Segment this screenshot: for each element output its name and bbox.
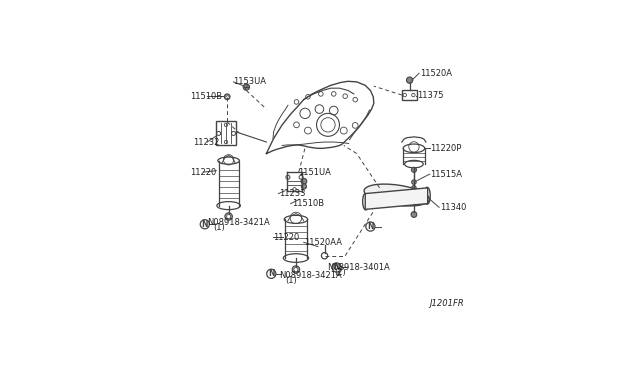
Text: N08918-3421A: N08918-3421A: [279, 271, 342, 280]
Text: (1): (1): [285, 276, 298, 285]
Text: 1153UA: 1153UA: [234, 77, 266, 86]
Circle shape: [227, 215, 230, 218]
Text: 11520A: 11520A: [420, 69, 452, 78]
Circle shape: [406, 77, 413, 83]
Text: 11510B: 11510B: [292, 199, 324, 208]
Bar: [402, 90, 417, 100]
Text: 11220: 11220: [273, 232, 300, 242]
Circle shape: [225, 213, 232, 220]
Text: 11220P: 11220P: [431, 144, 462, 153]
Text: 11515A: 11515A: [431, 170, 463, 179]
Text: J1201FR: J1201FR: [429, 298, 465, 308]
Text: N: N: [333, 263, 340, 272]
Text: 11340: 11340: [440, 203, 466, 212]
Text: N08918-3401A: N08918-3401A: [328, 263, 390, 272]
Text: 11220: 11220: [190, 168, 216, 177]
Circle shape: [224, 94, 230, 100]
Text: (2): (2): [334, 268, 346, 277]
Text: 1151UA: 1151UA: [298, 168, 331, 177]
Bar: [216, 121, 236, 145]
Text: (1): (1): [213, 223, 225, 232]
Text: N: N: [268, 269, 275, 278]
Text: 11232: 11232: [193, 138, 219, 147]
Circle shape: [412, 180, 416, 185]
Circle shape: [301, 179, 307, 184]
Circle shape: [411, 212, 417, 217]
Circle shape: [243, 84, 250, 90]
Polygon shape: [365, 188, 428, 209]
Circle shape: [294, 267, 298, 272]
Text: 11233: 11233: [279, 189, 306, 198]
Circle shape: [412, 186, 416, 190]
Text: 11375: 11375: [417, 91, 444, 100]
Circle shape: [301, 184, 307, 189]
Text: N: N: [202, 220, 208, 229]
Circle shape: [412, 167, 417, 172]
Circle shape: [292, 266, 300, 273]
Ellipse shape: [364, 184, 429, 206]
Text: N08918-3421A: N08918-3421A: [207, 218, 270, 227]
Text: N: N: [367, 222, 374, 231]
Text: 11520AA: 11520AA: [305, 238, 342, 247]
Text: 11510B: 11510B: [191, 92, 223, 101]
